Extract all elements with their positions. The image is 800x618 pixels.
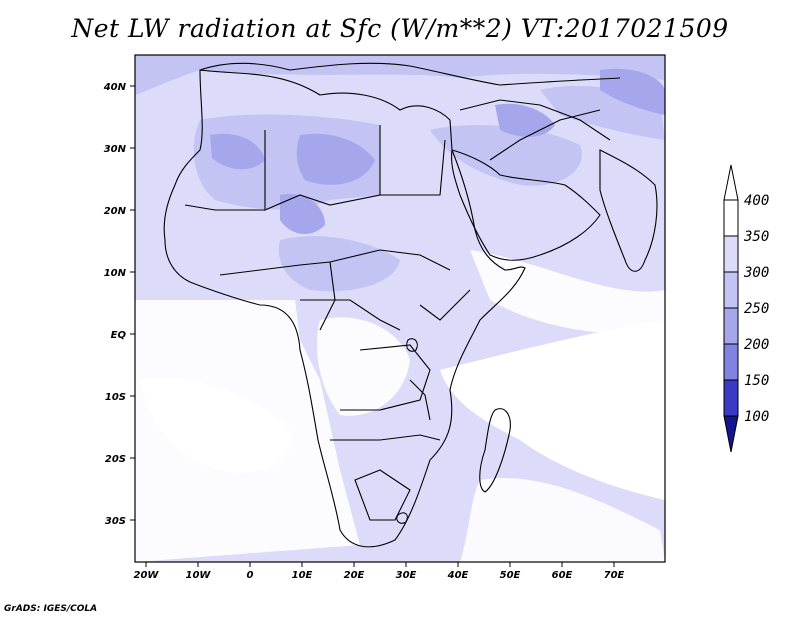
colorbar-label: 300 — [743, 265, 769, 281]
x-axis — [145, 562, 615, 567]
x-tick-label: 0 — [247, 570, 254, 581]
y-tick-labels: 40N 30N 20N 10N EQ 10S 20S 30S — [103, 82, 127, 527]
colorbar-label: 150 — [744, 373, 769, 389]
colorbar-segment — [723, 379, 739, 417]
radiation-field — [135, 55, 665, 562]
x-tick-label: 20E — [344, 570, 365, 581]
x-tick-label: 70E — [604, 570, 625, 581]
x-tick-label: 30E — [396, 570, 417, 581]
colorbar-segment — [723, 199, 739, 237]
colorbar-bottom-arrow — [723, 415, 739, 453]
x-tick-label: 40E — [447, 570, 469, 581]
colorbar-top-arrow — [723, 164, 739, 201]
x-tick-label: 20W — [134, 570, 160, 581]
x-tick-label: 60E — [552, 570, 573, 581]
x-tick-label: 50E — [500, 570, 521, 581]
y-axis — [130, 85, 135, 521]
colorbar-label: 250 — [744, 301, 769, 317]
colorbar-segment — [723, 271, 739, 309]
colorbar-segment — [723, 307, 739, 345]
y-tick-label: 30N — [104, 144, 127, 155]
x-tick-labels: 20W 10W 0 10E 20E 30E 40E 50E 60E 70E — [134, 570, 625, 581]
colorbar-label: 100 — [744, 409, 769, 425]
y-tick-label: 20N — [104, 206, 127, 217]
x-tick-label: 10W — [186, 570, 212, 581]
y-tick-label: 20S — [105, 454, 126, 465]
colorbar-labels: 400 350 300 250 200 150 100 — [743, 193, 769, 425]
colorbar-segment — [723, 235, 739, 273]
credit-text: GrADS: IGES/COLA — [4, 604, 98, 614]
y-tick-label: EQ — [111, 330, 127, 341]
plot-frame — [134, 54, 666, 563]
colorbar-label: 350 — [743, 229, 769, 245]
coastlines — [163, 62, 658, 548]
y-tick-label: 30S — [105, 516, 126, 527]
y-tick-label: 10S — [105, 392, 126, 403]
colorbar-segment — [723, 343, 739, 381]
colorbar — [723, 164, 739, 453]
x-tick-label: 10E — [292, 570, 313, 581]
y-tick-label: 40N — [103, 82, 127, 93]
colorbar-label: 400 — [744, 193, 769, 209]
map-title: Net LW radiation at Sfc (W/m**2) VT:2017… — [71, 14, 729, 43]
colorbar-label: 200 — [744, 337, 769, 353]
y-tick-label: 10N — [104, 268, 127, 279]
